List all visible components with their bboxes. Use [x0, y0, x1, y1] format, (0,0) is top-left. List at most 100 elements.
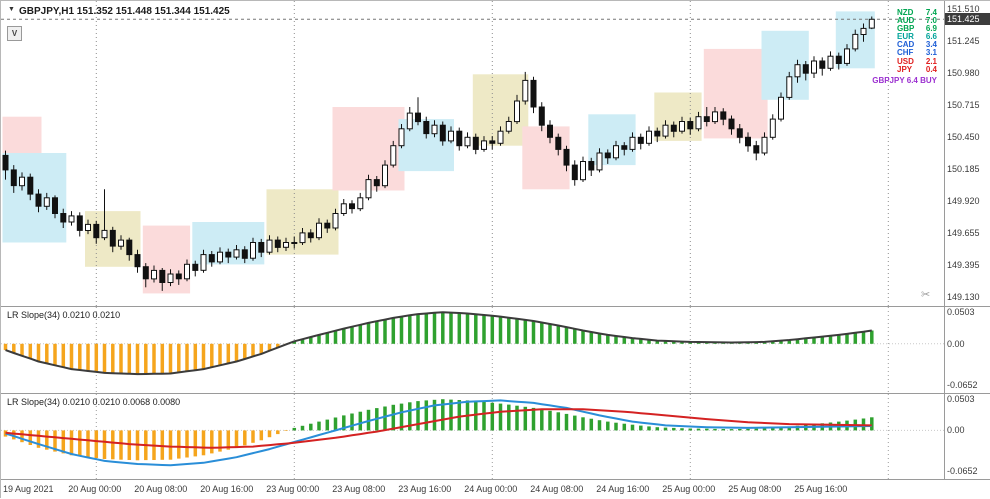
candle-body: [126, 239, 133, 256]
strength-item-nzd: NZD 7.4: [897, 8, 937, 17]
candle-body: [10, 169, 17, 187]
candle-body: [225, 251, 232, 258]
main-chart-canvas[interactable]: [1, 1, 944, 306]
candle-body: [456, 130, 463, 147]
candle-body: [398, 128, 405, 147]
strength-item-eur: EUR 6.6: [897, 33, 937, 41]
candle-body: [283, 242, 289, 248]
candle-body: [217, 251, 223, 263]
strength-signal: GBPJPY 6.4 BUY: [872, 76, 937, 85]
candle-body: [835, 55, 842, 65]
price-axis-label: 149.655: [947, 228, 980, 239]
v-badge-button[interactable]: V: [7, 26, 22, 41]
candle-body: [761, 136, 768, 154]
candle-body: [373, 179, 380, 187]
candle-body: [844, 48, 850, 64]
candle-body: [712, 111, 718, 123]
candle-body: [406, 112, 413, 130]
candle-body: [382, 164, 388, 187]
candle-body: [431, 124, 438, 135]
candle-body: [852, 33, 859, 50]
strength-item-jpy: JPY 0.4: [897, 65, 937, 74]
candle-body: [68, 215, 75, 223]
candle-body: [802, 64, 809, 74]
candle-body: [233, 249, 240, 258]
indicator2-canvas[interactable]: [1, 394, 944, 479]
candle-body: [827, 55, 834, 69]
sr-zone: [703, 48, 768, 139]
price-axis-label: 151.245: [947, 36, 980, 47]
scissors-icon[interactable]: ✂: [921, 289, 931, 301]
candle-body: [93, 223, 100, 239]
currency-strength-value: 3.4: [925, 40, 937, 50]
currency-strength-value: 7.0: [925, 16, 937, 26]
candle-body: [175, 273, 182, 280]
candle-body: [43, 197, 50, 207]
lr-slope-line: [5, 311, 872, 376]
currency-strength-value: 3.1: [925, 48, 937, 58]
candle-body: [192, 263, 199, 271]
candle-body: [415, 112, 421, 123]
candle-body: [109, 229, 116, 247]
strength-item-aud: AUD 7.0: [897, 16, 937, 26]
candle-body: [670, 124, 677, 132]
indicator-scale-label: -0.0652: [947, 380, 978, 390]
candle-body: [588, 161, 595, 171]
price-axis-label: 150.980: [947, 68, 980, 79]
time-axis-label: 20 Aug 08:00: [134, 484, 188, 494]
candle-body: [629, 136, 636, 150]
time-axis-label: 23 Aug 00:00: [266, 484, 320, 494]
indicator2-axis[interactable]: 0.0503 0.00 -0.0652: [945, 394, 990, 479]
currency-code: USD: [897, 56, 914, 66]
price-axis-label: 150.450: [947, 132, 980, 143]
candle-body: [736, 128, 743, 138]
time-axis[interactable]: 19 Aug 2021 20 Aug 00:00 20 Aug 08:00 20 Au…: [1, 480, 990, 499]
fast-slope-line: [5, 399, 872, 467]
indicator1-canvas[interactable]: [1, 307, 944, 393]
currency-strength-value: 2.1: [925, 56, 937, 66]
candle-body: [250, 242, 256, 259]
panel-separator[interactable]: [1, 393, 990, 394]
candle-body: [241, 249, 248, 259]
candle-body: [208, 254, 215, 263]
indicator1-header: LR Slope(34) 0.0210 0.0210: [7, 310, 121, 320]
time-axis-label: 23 Aug 16:00: [398, 484, 452, 494]
currency-strength-panel: NZD 7.4 AUD 7.0 GBP 6.9 EUR 6.6 CAD 3.4 CHF 3.1 USD 2…: [897, 8, 937, 74]
candle-body: [555, 136, 562, 150]
candle-body: [679, 121, 685, 132]
candle-body: [52, 197, 58, 215]
candle-body: [324, 222, 331, 229]
candle-body: [621, 145, 628, 150]
currency-code: CAD: [897, 40, 915, 50]
chart-title: GBPJPY,H1 151.352 151.448 151.344 151.42…: [19, 6, 230, 17]
candle-body: [538, 106, 545, 126]
time-axis-label: 24 Aug 00:00: [464, 484, 518, 494]
time-axis-label: 20 Aug 00:00: [68, 484, 122, 494]
panel-separator[interactable]: [1, 306, 990, 307]
candle-body: [868, 18, 875, 29]
timeline-separator: [1, 479, 990, 480]
strength-item-usd: USD 2.1: [897, 56, 937, 66]
candle-body: [662, 124, 669, 137]
candle-body: [687, 121, 694, 130]
candle-body: [637, 136, 644, 144]
candle-body: [349, 203, 355, 210]
sr-zone: [654, 92, 702, 141]
time-axis-label: 20 Aug 16:00: [200, 484, 254, 494]
currency-code: NZD: [897, 8, 914, 17]
candle-body: [142, 266, 149, 280]
time-axis-label: 24 Aug 08:00: [530, 484, 584, 494]
strength-item-cad: CAD 3.4: [897, 41, 937, 49]
strength-item-gbp: GBP 6.9: [897, 25, 937, 33]
candle-body: [357, 197, 364, 210]
symbol-dropdown-icon[interactable]: ▼: [8, 6, 15, 13]
indicator1-axis[interactable]: 0.0503 0.00 -0.0652: [945, 307, 990, 393]
candle-body: [728, 118, 735, 130]
price-axis[interactable]: 151.510 151.245 150.980 150.715 150.450 150.1…: [945, 1, 990, 306]
candle-body: [291, 242, 298, 244]
candle-body: [646, 130, 652, 144]
candle-body: [613, 145, 619, 159]
price-axis-label: 149.395: [947, 259, 980, 270]
candle-body: [258, 242, 265, 253]
candle-body: [340, 203, 347, 215]
